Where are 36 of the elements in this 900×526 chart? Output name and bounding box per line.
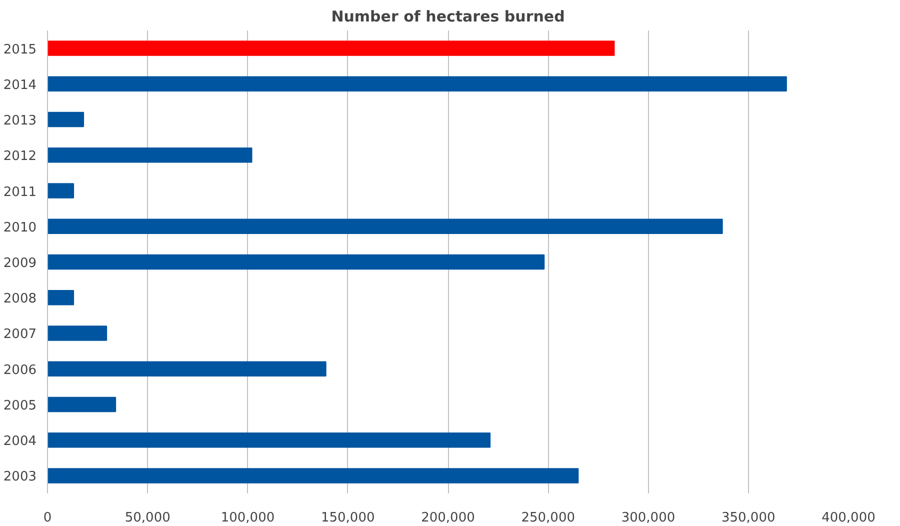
y-tick-label: 2015: [3, 42, 37, 58]
bar: [48, 326, 108, 341]
bar: [48, 183, 74, 198]
bar: [48, 218, 723, 234]
bar: [48, 396, 116, 412]
y-tick-label: 2011: [3, 184, 37, 200]
bar: [48, 468, 579, 484]
x-tick-label: 350,000: [721, 510, 776, 526]
bar: [48, 254, 545, 270]
y-tick-label: 2003: [3, 470, 37, 485]
x-tick-label: 100,000: [220, 510, 275, 526]
x-tick-label: 300,000: [621, 510, 676, 526]
bar: [48, 112, 84, 128]
y-tick-label: 2006: [3, 362, 37, 378]
bar: [48, 76, 787, 92]
chart-title: Number of hectares burned: [331, 8, 565, 26]
y-tick-label: 2010: [3, 220, 37, 236]
y-tick-label: 2013: [3, 114, 37, 129]
x-tick-label: 0: [43, 510, 52, 526]
x-tick-label: 150,000: [320, 510, 375, 526]
x-tick-label: 50,000: [124, 510, 170, 526]
bar: [48, 148, 252, 163]
x-tick-label: 250,000: [521, 510, 576, 526]
bar: [48, 290, 74, 306]
bar: [48, 40, 615, 56]
x-tick-label: 400,000: [822, 510, 876, 526]
bar: [48, 361, 326, 376]
y-tick-label: 2008: [3, 292, 37, 307]
y-tick-label: 2014: [3, 78, 37, 93]
y-tick-label: 2005: [3, 398, 37, 414]
bar: [48, 432, 491, 448]
y-tick-label: 2007: [3, 327, 37, 342]
x-tick-label: 200,000: [421, 510, 475, 526]
y-tick-label: 2004: [3, 434, 37, 450]
y-tick-label: 2012: [3, 149, 37, 164]
y-tick-label: 2009: [3, 256, 37, 271]
